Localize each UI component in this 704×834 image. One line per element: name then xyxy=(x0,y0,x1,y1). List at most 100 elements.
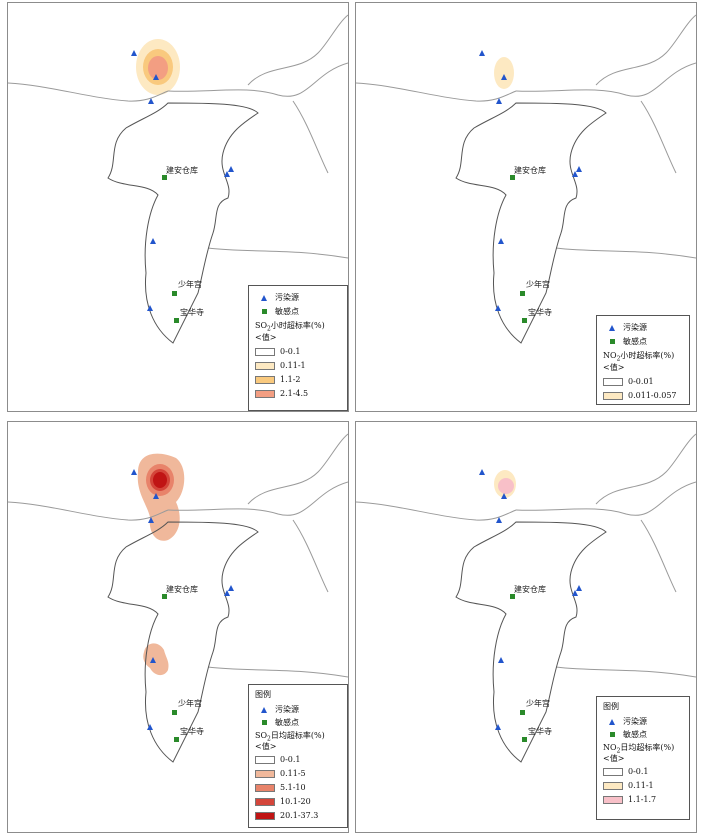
source-marker xyxy=(147,724,153,730)
receptor-marker xyxy=(172,291,177,296)
plume-class-2 xyxy=(143,643,169,676)
source-marker xyxy=(153,493,159,499)
place-label-palace: 少年宫 xyxy=(178,280,202,289)
source-marker xyxy=(147,305,153,311)
map-canvas xyxy=(356,14,696,344)
boundary-line xyxy=(167,481,348,516)
legend-class: 0-0.1 xyxy=(255,755,301,764)
pollution-sources xyxy=(479,469,582,730)
legend-receptor-label: 敏感点 xyxy=(275,718,299,727)
legend-class: 0.11-1 xyxy=(255,361,306,370)
source-marker xyxy=(576,166,582,172)
legend-value-label: <值> xyxy=(603,363,625,372)
legend-class: 0.11-1 xyxy=(603,781,654,790)
source-symbol xyxy=(261,294,267,301)
place-label-warehouse: 建安仓库 xyxy=(514,166,546,175)
source-marker xyxy=(479,469,485,475)
boundary-line xyxy=(640,519,677,593)
legend-class: 0-0.01 xyxy=(603,377,654,386)
legend-receptor-label: 敏感点 xyxy=(623,730,647,739)
boundary-line xyxy=(515,62,696,97)
source-marker xyxy=(479,50,485,56)
legend-source-label: 污染源 xyxy=(623,717,647,726)
source-marker xyxy=(131,50,137,56)
legend-class: 5.1-10 xyxy=(255,783,306,792)
legend: 图例 污染源 敏感点 SO2日均超标率(%) <值> 0-0.1 0.11-5 … xyxy=(248,684,348,828)
district-outline xyxy=(107,102,259,344)
boundary-line xyxy=(207,247,348,259)
legend-title: NO2小时超标率(%) xyxy=(603,351,675,363)
map-canvas xyxy=(356,433,696,763)
receptor-symbol xyxy=(610,732,615,737)
legend-class: 0-0.1 xyxy=(603,767,649,776)
plume-class-3 xyxy=(498,478,514,494)
legend-class: 10.1-20 xyxy=(255,797,311,806)
legend-heading: 图例 xyxy=(603,702,619,711)
legend-class: 1.1-2 xyxy=(255,375,301,384)
map-panel-so2-daily: 建安仓库 少年宫 宝华寺 图例 污染源 敏感点 SO2日均超标率(%) <值> … xyxy=(7,421,349,833)
receptor-symbol xyxy=(610,339,615,344)
legend-heading: 图例 xyxy=(255,690,271,699)
boundary-line xyxy=(640,100,677,174)
source-marker xyxy=(501,493,507,499)
legend-class: 2.1-4.5 xyxy=(255,389,308,398)
boundary-line xyxy=(8,82,169,102)
place-label-temple: 宝华寺 xyxy=(180,727,204,736)
legend-class: 1.1-1.7 xyxy=(603,795,656,804)
receptor-marker xyxy=(522,318,527,323)
boundary-line xyxy=(247,14,348,86)
source-marker xyxy=(150,238,156,244)
source-marker xyxy=(572,590,578,596)
legend-source-label: 污染源 xyxy=(623,323,647,332)
source-marker xyxy=(153,74,159,80)
boundary-line xyxy=(595,433,696,505)
source-symbol xyxy=(609,324,615,331)
place-label-palace: 少年宫 xyxy=(178,699,202,708)
map-canvas xyxy=(8,433,348,763)
legend-title: NO2日均超标率(%) xyxy=(603,743,675,755)
legend: 污染源 敏感点 SO2小时超标率(%) <值> 0-0.1 0.11-1 1.1… xyxy=(248,285,348,411)
sensitive-points xyxy=(162,175,179,323)
receptor-marker xyxy=(520,291,525,296)
sensitive-points xyxy=(510,594,527,742)
sensitive-points xyxy=(162,594,179,742)
boundary-line xyxy=(292,100,329,174)
receptor-marker xyxy=(174,318,179,323)
source-marker xyxy=(501,74,507,80)
plume-class-5 xyxy=(153,472,167,488)
legend-value-label: <值> xyxy=(255,742,277,751)
source-marker xyxy=(495,724,501,730)
legend-class: 0.11-5 xyxy=(255,769,306,778)
receptor-symbol xyxy=(262,309,267,314)
boundary-line xyxy=(356,501,517,521)
source-marker xyxy=(224,171,230,177)
boundary-line xyxy=(247,433,348,505)
legend: 污染源 敏感点 NO2小时超标率(%) <值> 0-0.01 0.011-0.0… xyxy=(596,315,690,405)
place-label-warehouse: 建安仓库 xyxy=(514,585,546,594)
source-marker xyxy=(498,238,504,244)
boundary-line xyxy=(555,666,696,678)
place-label-temple: 宝华寺 xyxy=(528,308,552,317)
source-marker xyxy=(148,98,154,104)
district-outline xyxy=(107,521,259,763)
pollution-sources xyxy=(131,50,234,311)
legend-receptor-label: 敏感点 xyxy=(623,337,647,346)
pollution-sources xyxy=(131,469,234,730)
source-marker xyxy=(228,585,234,591)
receptor-symbol xyxy=(262,720,267,725)
source-marker xyxy=(496,98,502,104)
map-panel-so2-hourly: 建安仓库 少年宫 宝华寺 污染源 敏感点 SO2小时超标率(%) <值> 0-0… xyxy=(7,2,349,412)
source-marker xyxy=(576,585,582,591)
boundary-line xyxy=(167,62,348,97)
boundary-line xyxy=(595,14,696,86)
legend-source-label: 污染源 xyxy=(275,293,299,302)
receptor-marker xyxy=(510,594,515,599)
receptor-marker xyxy=(162,594,167,599)
source-marker xyxy=(495,305,501,311)
source-marker xyxy=(228,166,234,172)
legend-value-label: <值> xyxy=(603,754,625,763)
source-marker xyxy=(572,171,578,177)
place-label-palace: 少年宫 xyxy=(526,280,550,289)
legend-receptor-label: 敏感点 xyxy=(275,307,299,316)
legend-value-label: <值> xyxy=(255,333,277,342)
